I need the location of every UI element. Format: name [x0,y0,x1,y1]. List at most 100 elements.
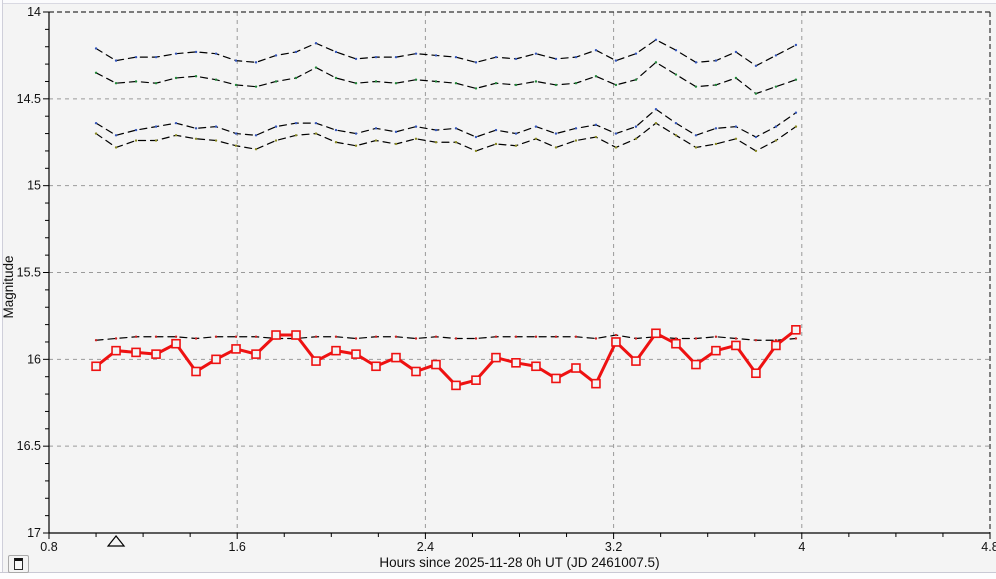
series-point-comp-star-1 [574,55,578,59]
series-point-comp-star-3 [734,125,738,128]
series-point-comp-star-4 [114,146,118,149]
series-point-comp-ensemble [554,335,558,338]
x-tick-label: 3.2 [605,540,622,554]
series-comp-ensemble [95,334,797,341]
series-point-comp-star-3 [414,125,418,128]
target-data-point [291,330,301,340]
series-point-comp-star-3 [694,134,698,137]
target-data-point [211,354,221,365]
target-data-point [91,361,101,372]
series-point-comp-star-4 [374,139,378,142]
series-point-comp-star-2 [494,82,498,85]
series-point-comp-star-1 [674,49,678,52]
series-point-comp-star-2 [434,80,438,83]
series-point-comp-ensemble [474,337,478,340]
bottom-panel-edge [0,572,996,579]
series-point-comp-ensemble [114,337,118,340]
series-point-comp-ensemble [94,339,98,342]
series-point-comp-star-2 [714,83,718,87]
series-point-comp-star-4 [594,135,598,139]
series-point-comp-ensemble [174,335,178,338]
x-tick-label: 0.8 [40,540,57,554]
series-point-comp-star-1 [494,55,498,59]
series-point-comp-star-3 [494,128,498,132]
target-data-point [331,345,341,356]
target-data-point [111,345,121,356]
series-point-comp-star-3 [334,128,338,132]
x-tick-label: 1.6 [229,540,246,554]
series-point-comp-star-4 [574,139,578,142]
target-data-point [591,378,601,389]
x-tick-label: 2.4 [417,540,434,554]
series-point-comp-star-1 [274,54,278,57]
series-point-comp-star-3 [674,121,678,125]
series-point-comp-star-3 [214,125,218,128]
series-comp-star-2 [95,61,797,95]
series-point-comp-star-2 [674,73,678,76]
series-point-comp-ensemble [354,337,358,340]
series-point-comp-star-3 [154,125,158,128]
series-point-comp-ensemble [574,335,578,338]
plot-area[interactable] [49,12,990,533]
series-point-comp-star-1 [694,61,698,64]
series-point-comp-ensemble [734,337,738,340]
series-point-comp-star-3 [614,132,618,135]
series-point-comp-star-2 [514,83,518,87]
series-point-comp-ensemble [334,335,338,338]
target-data-point [771,340,781,351]
target-data-point [191,366,201,377]
series-point-comp-star-4 [354,144,358,147]
series-point-comp-star-2 [694,85,698,88]
y-tick-label: 15 [27,179,41,193]
series-point-comp-star-4 [714,142,718,146]
series-point-comp-ensemble [194,337,198,340]
series-point-comp-star-3 [794,111,798,114]
series-point-comp-star-2 [734,76,738,80]
series-point-comp-star-2 [554,83,558,87]
series-point-comp-star-3 [134,128,138,132]
series-comp-star-3 [95,108,797,138]
series-point-comp-star-4 [314,132,318,135]
window-icon [14,558,23,570]
series-point-comp-star-4 [654,121,658,125]
series-point-comp-star-1 [414,52,418,55]
series-point-comp-star-2 [154,82,158,85]
series-point-comp-star-3 [454,127,458,130]
series-point-comp-star-4 [434,141,438,144]
window-icon-button[interactable] [8,555,29,573]
series-point-comp-star-1 [354,57,358,61]
series-point-comp-ensemble [714,335,718,338]
series-point-comp-ensemble [634,337,638,340]
series-point-comp-star-4 [774,139,778,142]
series-point-comp-star-3 [174,121,178,125]
window-edge-left [0,0,3,579]
series-point-comp-star-1 [214,52,218,55]
series-point-comp-star-2 [374,80,378,83]
series-point-comp-star-2 [534,80,538,83]
series-point-comp-star-1 [514,57,518,61]
series-point-comp-ensemble [494,335,498,338]
series-point-comp-star-1 [374,55,378,59]
series-point-comp-star-4 [494,142,498,146]
series-point-comp-star-3 [354,132,358,135]
series-point-comp-ensemble [534,335,538,338]
series-point-comp-star-4 [794,125,798,128]
series-point-comp-ensemble [754,339,758,342]
series-point-comp-star-1 [754,64,758,68]
target-data-point [531,361,541,372]
series-point-comp-star-1 [114,59,118,62]
target-data-point [731,340,741,351]
series-point-comp-star-4 [734,137,738,140]
series-point-comp-star-2 [254,85,258,88]
series-point-comp-star-2 [194,75,198,78]
series-point-comp-star-2 [794,78,798,81]
series-point-comp-star-3 [514,132,518,135]
series-point-comp-ensemble [434,335,438,338]
series-point-comp-star-1 [654,38,658,41]
series-point-comp-star-2 [234,83,238,87]
series-point-comp-star-3 [754,135,758,139]
series-point-comp-star-3 [474,135,478,139]
series-point-comp-star-3 [574,127,578,130]
